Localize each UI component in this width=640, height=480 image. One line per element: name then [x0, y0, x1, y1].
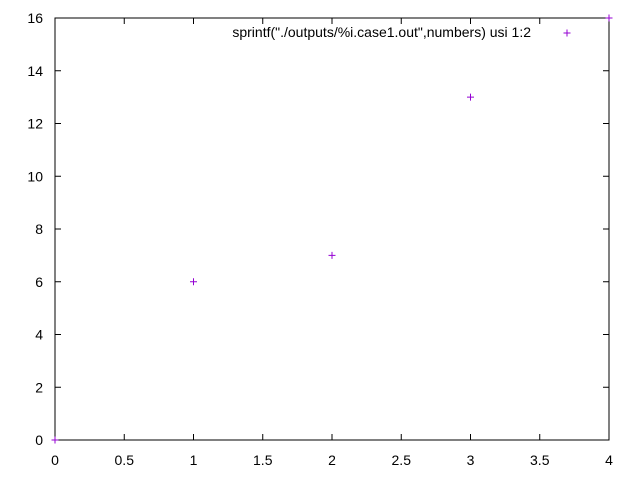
data-point — [328, 251, 336, 259]
data-point — [51, 436, 59, 444]
x-tick-label: 1 — [190, 452, 198, 468]
data-point — [467, 93, 474, 101]
data-point — [190, 278, 197, 286]
x-tick-label: 1.5 — [253, 452, 273, 468]
y-tick-label: 4 — [35, 327, 43, 343]
x-tick-label: 2.5 — [392, 452, 412, 468]
y-tick-label: 8 — [35, 221, 43, 237]
x-tick-label: 2 — [328, 452, 336, 468]
plot-border — [54, 17, 610, 441]
plot-area: 0 0.5 1 1.5 2 2.5 3 3.5 4 0 2 4 6 8 10 12 14 16 — [27, 10, 613, 468]
data-point — [605, 14, 613, 22]
y-tick-label: 2 — [35, 379, 43, 395]
x-tick-label: 4 — [605, 452, 613, 468]
y-tick-label: 12 — [27, 116, 43, 132]
legend: sprintf("./outputs/%i.case1.out",numbers… — [232, 24, 571, 40]
y-tick-label: 6 — [35, 274, 43, 290]
y-tick-label: 0 — [35, 432, 43, 448]
x-tick-label: 3.5 — [530, 452, 550, 468]
legend-plus-marker — [563, 29, 571, 37]
x-tick-label: 0.5 — [115, 452, 135, 468]
y-tick-label: 16 — [27, 10, 43, 26]
y-tick-label: 14 — [27, 63, 43, 79]
legend-series-marker — [563, 29, 571, 37]
x-tick-label: 0 — [51, 452, 59, 468]
legend-series-label: sprintf("./outputs/%i.case1.out",numbers… — [232, 24, 531, 40]
y-tick-label: 10 — [27, 168, 43, 184]
x-tick-label: 3 — [467, 452, 475, 468]
